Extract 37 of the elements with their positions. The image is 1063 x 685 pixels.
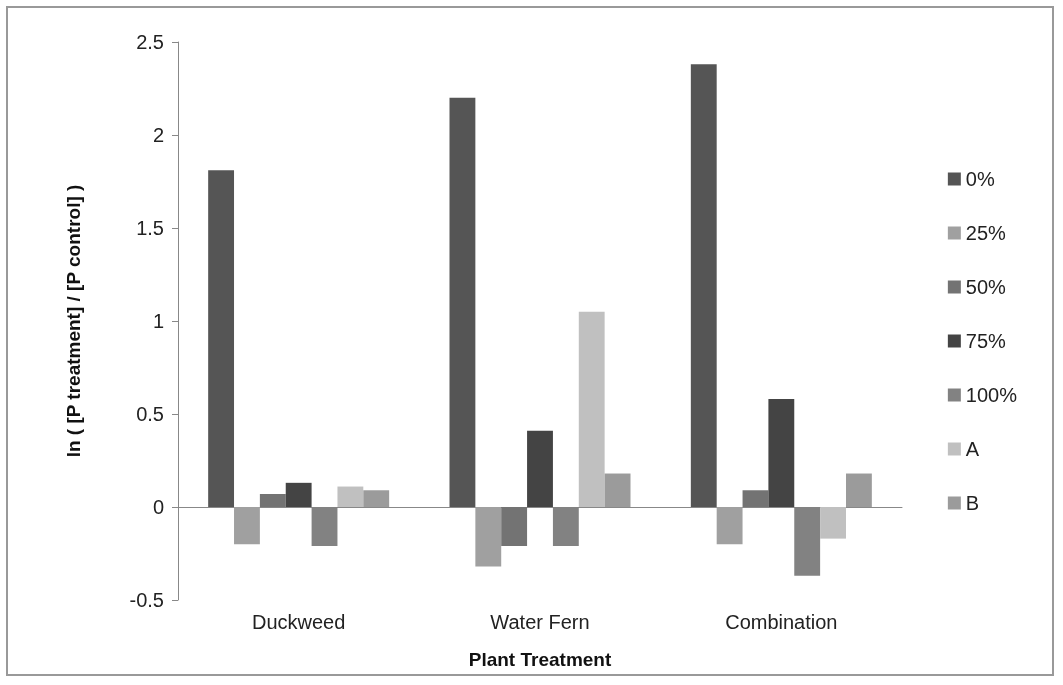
y-tick-label: -0.5 — [129, 589, 164, 611]
bar — [337, 486, 364, 507]
bar — [768, 399, 795, 507]
bar — [845, 473, 872, 507]
y-tick-label: 2.5 — [136, 31, 164, 53]
bar — [820, 507, 846, 539]
legend-label: B — [965, 492, 980, 514]
legend-label: 100% — [965, 384, 1018, 406]
legend-label: 0% — [965, 168, 995, 190]
bar — [259, 493, 286, 507]
bar — [690, 64, 717, 507]
legend-label: 50% — [965, 276, 1007, 298]
y-tick-label: 1.5 — [136, 217, 164, 239]
y-tick-label: 2 — [152, 124, 164, 146]
x-tick-label: Combination — [725, 611, 838, 633]
y-tick-label: 1 — [152, 310, 164, 332]
bar — [742, 490, 769, 507]
x-tick-label: Duckweed — [251, 611, 346, 633]
bar — [604, 473, 631, 507]
legend-label: 25% — [965, 222, 1007, 244]
y-tick-label: 0.5 — [136, 403, 164, 425]
bar — [363, 490, 390, 507]
x-tick-label: Water Fern — [490, 611, 590, 633]
bar — [716, 507, 743, 545]
legend-label: 75% — [965, 330, 1007, 352]
bar — [501, 507, 528, 547]
bar — [578, 311, 605, 507]
x-axis-title: Plant Treatment — [468, 649, 612, 670]
bar — [234, 507, 260, 545]
bar — [449, 97, 476, 507]
bar — [285, 482, 312, 507]
bar — [527, 430, 553, 507]
y-axis-title: ln ( [P treatment] / [P control] ) — [63, 184, 84, 458]
bar — [208, 170, 235, 507]
legend-label: A — [965, 438, 980, 460]
bar — [475, 507, 502, 567]
y-tick-label: 0 — [152, 496, 164, 518]
